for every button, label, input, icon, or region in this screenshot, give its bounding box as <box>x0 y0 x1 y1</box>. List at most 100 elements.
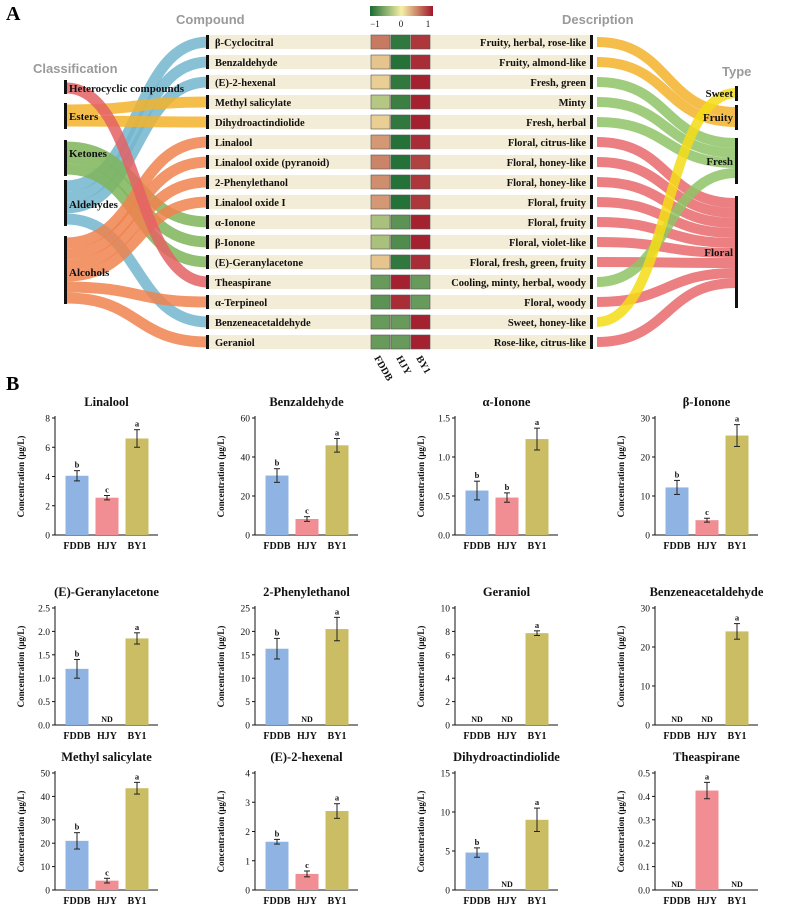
compound-name: Dihydroactindiolide <box>215 118 305 129</box>
chart-title: Dihydroactindiolide <box>453 750 560 764</box>
bar <box>695 790 719 890</box>
flow-alcohols-linalool-oxide-pyranoid <box>65 156 209 260</box>
heatmap-legend-max: 1 <box>426 19 431 29</box>
bar <box>295 873 319 890</box>
compound-name: Linalool oxide (pyranoid) <box>215 158 330 169</box>
type-bar-floral <box>735 196 738 308</box>
description-marker <box>590 275 593 289</box>
heatmap-cell <box>370 54 391 70</box>
y-axis-label: Concentration (μg/L) <box>616 436 626 518</box>
significance-letter: a <box>535 797 540 807</box>
description-marker <box>590 315 593 329</box>
nd-label: ND <box>101 715 113 724</box>
chart-title: Theaspirane <box>673 750 740 764</box>
significance-letter: a <box>135 622 140 632</box>
y-tick-label: 20 <box>41 840 51 850</box>
heatmap-legend-min: −1 <box>370 19 380 29</box>
bar-chart: Dihydroactindiolide 0 5 10 15 Concentration (… <box>416 750 560 907</box>
x-category-label: HJY <box>497 731 518 742</box>
chart-title: Benzaldehyde <box>269 395 344 409</box>
type-label-sweet: Sweet <box>706 88 734 100</box>
compound-name: α-Terpineol <box>215 298 267 309</box>
heatmap-cell <box>410 314 431 330</box>
flow-desc-4-fresh <box>596 117 737 168</box>
x-category-label: HJY <box>297 731 318 742</box>
y-axis-label: Concentration (μg/L) <box>16 791 26 873</box>
y-axis-label: Concentration (μg/L) <box>16 626 26 708</box>
heatmap-cell <box>390 114 411 130</box>
class-label-ketones: Ketones <box>69 148 108 160</box>
heatmap-cell <box>410 154 431 170</box>
compound-row: Geraniol Rose-like, citrus-like <box>206 334 593 350</box>
class-bar-alcohols <box>64 236 67 304</box>
significance-letter: c <box>705 507 709 517</box>
y-tick-label: 60 <box>241 415 251 425</box>
y-axis-label: Concentration (μg/L) <box>416 791 426 873</box>
flow-aldehydes-hexenal <box>65 76 209 214</box>
x-category-label: HJY <box>297 541 318 552</box>
bar <box>525 819 549 890</box>
bar <box>325 445 349 535</box>
compound-marker <box>206 235 209 249</box>
heatmap-cell <box>370 294 391 310</box>
description-text: Floral, honey-like <box>507 158 587 169</box>
significance-letter: a <box>535 620 540 630</box>
bar <box>525 633 549 725</box>
compound-row: Theaspirane Cooling, minty, herbal, woody <box>206 274 593 290</box>
y-tick-label: 40 <box>241 454 251 464</box>
bar <box>65 668 89 725</box>
sample-label-hjy: HJY <box>393 354 413 377</box>
flow-heterocyclic-theaspirane <box>65 82 209 288</box>
y-tick-label: 0.5 <box>438 493 450 503</box>
chart-title: Geraniol <box>483 585 531 599</box>
description-text: Fruity, herbal, rose-like <box>480 38 586 49</box>
description-text: Fruity, almond-like <box>499 58 586 69</box>
heatmap-legend: −1 0 1 <box>370 6 433 29</box>
class-label-alcohols: Alcohols <box>69 267 110 279</box>
header-type: Type <box>722 64 751 79</box>
compound-marker <box>206 295 209 309</box>
description-text: Floral, honey-like <box>507 178 587 189</box>
x-category-label: BY1 <box>728 896 747 905</box>
heatmap-cell <box>390 194 411 210</box>
class-bar-ketones <box>64 140 67 176</box>
bar <box>295 519 319 535</box>
nd-label: ND <box>471 715 483 724</box>
header-classification: Classification <box>33 61 118 76</box>
x-category-label: HJY <box>497 541 518 552</box>
flow-esters-methyl-salicylate <box>65 96 209 116</box>
type-bars <box>735 86 738 308</box>
bar-chart: Linalool 0 2 4 6 8 Concentration (μg/L) FDDB b HJ… <box>16 395 158 552</box>
compound-marker <box>206 115 209 129</box>
description-text: Minty <box>559 98 587 109</box>
y-tick-label: 6 <box>45 444 50 454</box>
heatmap-cell <box>370 74 391 90</box>
compound-name: (E)-Geranylacetone <box>215 258 303 269</box>
significance-letter: a <box>335 793 340 803</box>
significance-letter: b <box>75 460 80 470</box>
x-category-label: BY1 <box>328 541 347 552</box>
y-tick-label: 2 <box>45 502 50 512</box>
compound-name: β-Ionone <box>215 238 255 249</box>
y-tick-label: 2.0 <box>38 628 50 638</box>
y-tick-label: 0 <box>245 887 250 897</box>
bar <box>265 841 289 890</box>
class-compound-flows <box>65 36 209 348</box>
x-category-label: BY1 <box>328 731 347 742</box>
description-marker <box>590 115 593 129</box>
heatmap-cell <box>390 234 411 250</box>
heatmap-cell <box>390 134 411 150</box>
chart-title: Linalool <box>84 395 129 409</box>
y-tick-label: 30 <box>641 605 651 615</box>
heatmap-cell <box>370 34 391 50</box>
y-tick-label: 0.5 <box>38 698 50 708</box>
x-category-label: FDDB <box>663 896 691 905</box>
class-labels: Heterocyclic compounds Esters Ketones Al… <box>69 83 185 279</box>
significance-letter: c <box>105 485 109 495</box>
chart-title: β-Ionone <box>683 395 731 409</box>
header-compound: Compound <box>176 12 245 27</box>
compound-row: α-Terpineol Floral, woody <box>206 294 593 310</box>
heatmap-legend-mid: 0 <box>399 19 404 29</box>
x-category-label: HJY <box>497 896 518 905</box>
panel-b-label: B <box>6 373 19 395</box>
